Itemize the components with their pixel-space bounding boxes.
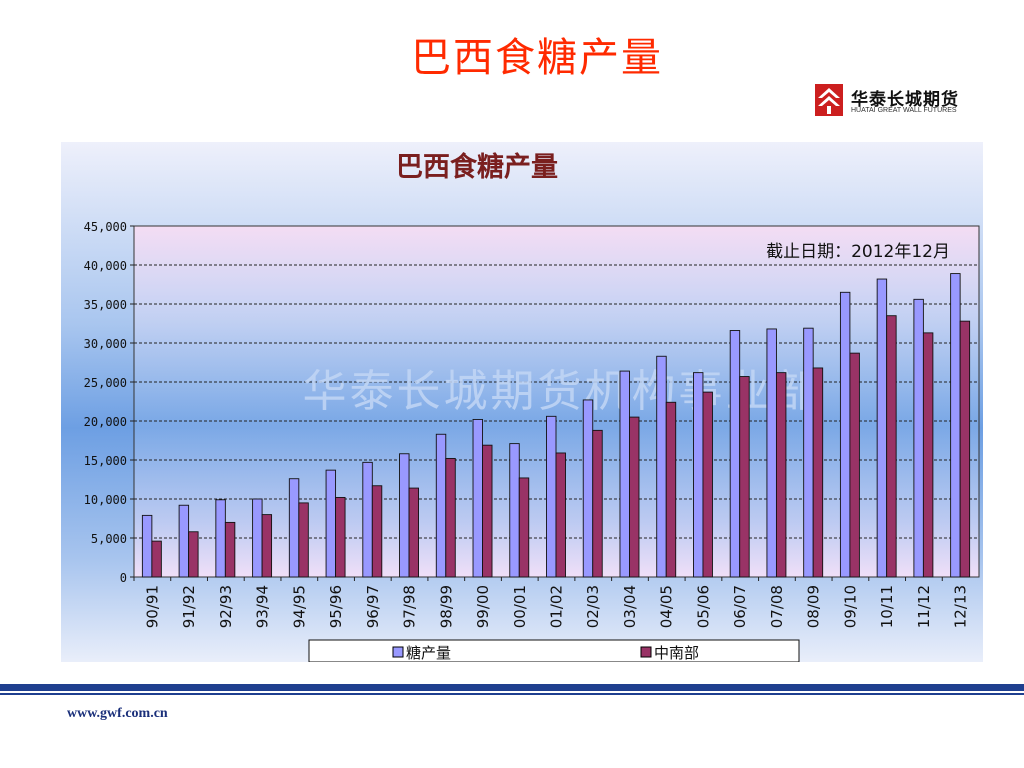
x-tick-label: 99/00: [474, 585, 492, 628]
bar-center-south: [592, 429, 603, 578]
bar-sugar: [839, 291, 851, 578]
bar-sugar: [729, 330, 741, 578]
bar-sugar: [950, 273, 961, 578]
bar-center-south: [335, 496, 346, 578]
bar-sugar: [693, 372, 704, 578]
bar-center-south: [812, 367, 824, 578]
company-logo: 华泰长城期货 HUATAI GREAT WALL FUTURES: [815, 84, 985, 118]
legend-swatch-center-south: [640, 646, 652, 658]
x-tick-label: 94/95: [290, 585, 308, 628]
y-tick-label: 10,000: [84, 493, 127, 507]
bar-sugar: [913, 298, 924, 578]
bar-center-south: [151, 540, 162, 578]
chart-title: 巴西食糖产量: [396, 151, 558, 183]
bar-sugar: [656, 355, 667, 578]
bar-center-south: [371, 485, 383, 578]
bar-center-south: [849, 352, 860, 578]
bar-center-south: [775, 372, 787, 578]
x-tick-label: 00/01: [511, 585, 529, 628]
legend-label-center-south: 中南部: [654, 644, 699, 662]
bar-center-south: [408, 487, 419, 578]
y-tick-label: 25,000: [84, 376, 127, 390]
bar-center-south: [298, 502, 309, 578]
bar-center-south: [959, 320, 971, 578]
x-tick-label: 92/93: [217, 585, 235, 628]
x-tick-label: 98/99: [437, 585, 455, 628]
bar-sugar: [252, 498, 263, 578]
legend-swatch-sugar: [392, 646, 404, 658]
y-tick-label: 40,000: [84, 259, 127, 273]
bar-sugar: [178, 504, 190, 578]
bar-center-south: [886, 315, 897, 578]
x-tick-label: 02/03: [584, 585, 602, 628]
y-tick-label: 45,000: [84, 220, 127, 234]
bar-sugar: [766, 328, 777, 578]
x-tick-label: 95/96: [327, 585, 345, 628]
x-tick-label: 11/12: [915, 585, 933, 628]
footer-url: www.gwf.com.cn: [67, 706, 168, 721]
bar-center-south: [224, 521, 236, 578]
legend-box: [308, 639, 800, 662]
bottom-divider: [0, 684, 1024, 691]
bar-center-south: [261, 514, 273, 578]
logo-name-cn: 华泰长城期货: [851, 90, 959, 110]
x-tick-label: 90/91: [143, 585, 161, 628]
bar-sugar: [472, 418, 483, 578]
bar-center-south: [445, 457, 456, 578]
logo-name-en: HUATAI GREAT WALL FUTURES: [851, 107, 957, 114]
bar-sugar: [399, 453, 410, 578]
y-tick-label: 15,000: [84, 454, 127, 468]
bar-sugar: [215, 499, 226, 578]
x-tick-label: 06/07: [731, 585, 749, 628]
bar-sugar: [362, 461, 373, 578]
x-tick-label: 08/09: [805, 585, 823, 628]
x-tick-label: 09/10: [841, 585, 859, 628]
x-tick-label: 12/13: [952, 585, 970, 628]
y-tick-label: 35,000: [84, 298, 127, 312]
bar-sugar: [582, 399, 594, 578]
bar-sugar: [546, 415, 557, 578]
y-tick-label: 5,000: [91, 532, 127, 546]
slide-title: 巴西食糖产量: [411, 35, 663, 81]
x-tick-label: 10/11: [878, 585, 896, 628]
bar-center-south: [482, 444, 493, 578]
y-tick-label: 20,000: [84, 415, 127, 429]
x-tick-label: 96/97: [364, 585, 382, 628]
bar-center-south: [518, 477, 530, 578]
x-tick-label: 03/04: [621, 585, 639, 628]
bar-center-south: [739, 376, 750, 578]
x-tick-label: 97/98: [401, 585, 419, 628]
legend: 糖产量 中南部: [308, 639, 800, 662]
y-axis-ticks: 0 5,000 10,000 15,000 20,000 25,000 30,000 35,0…: [84, 220, 134, 585]
y-tick-label: 0: [120, 571, 127, 585]
x-axis-ticks: 90/91 91/92 92/93 93/94 94/95 95/96 96/97 97/98…: [133, 577, 970, 628]
legend-label-sugar: 糖产量: [406, 644, 451, 662]
bar-center-south: [629, 416, 640, 578]
x-tick-label: 01/02: [548, 585, 566, 628]
bar-sugar: [435, 433, 447, 578]
x-tick-label: 04/05: [658, 585, 676, 628]
bar-center-south: [665, 401, 677, 578]
bottom-divider-thin: [0, 693, 1024, 695]
bar-sugar: [288, 478, 300, 578]
bar-sugar: [325, 469, 337, 578]
x-tick-label: 07/08: [768, 585, 786, 628]
date-annotation: 截止日期：2012年12月: [766, 242, 950, 262]
bar-sugar: [803, 327, 814, 578]
bar-sugar: [876, 278, 888, 578]
bar-sugar: [509, 443, 520, 578]
x-tick-label: 05/06: [694, 585, 712, 628]
bar-center-south: [922, 332, 934, 578]
bar-center-south: [702, 391, 713, 578]
chart-panel: 巴西食糖产量 华泰长城期货机构事业部 05,00010,00015,00020,…: [61, 142, 983, 662]
y-tick-label: 30,000: [84, 337, 127, 351]
bar-center-south: [188, 531, 199, 578]
x-tick-label: 93/94: [254, 585, 272, 628]
bar-center-south: [555, 452, 566, 578]
bar-sugar: [619, 370, 630, 578]
bar-sugar: [141, 514, 153, 578]
bars: [141, 273, 971, 578]
logo-mark-icon: [815, 84, 843, 116]
x-tick-label: 91/92: [180, 585, 198, 628]
